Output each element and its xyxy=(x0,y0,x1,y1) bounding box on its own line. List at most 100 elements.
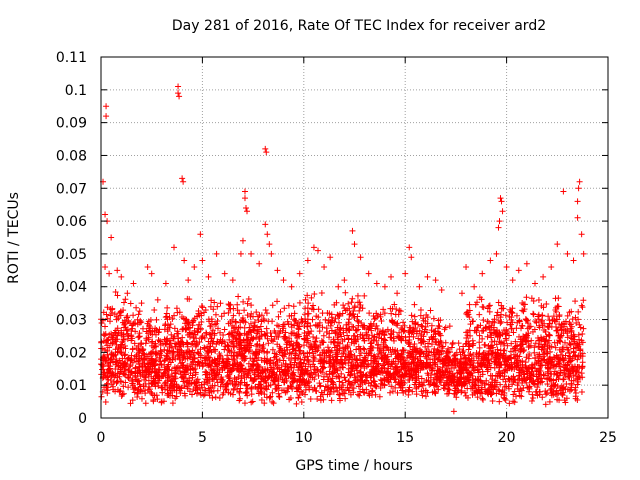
data-point xyxy=(290,303,297,310)
data-point xyxy=(110,386,117,393)
data-point xyxy=(136,378,143,385)
data-point xyxy=(164,347,171,354)
data-point xyxy=(129,359,136,366)
data-point xyxy=(151,327,158,334)
data-point xyxy=(181,368,188,375)
data-point xyxy=(146,322,153,329)
data-point xyxy=(179,175,186,182)
data-point xyxy=(539,312,546,319)
data-point xyxy=(221,339,228,346)
data-point xyxy=(319,339,326,346)
data-point xyxy=(244,300,251,307)
data-point xyxy=(511,399,518,406)
data-point xyxy=(178,384,185,391)
data-point xyxy=(241,374,248,381)
y-tick-label: 0.11 xyxy=(56,50,87,66)
data-point xyxy=(281,333,288,340)
data-point xyxy=(158,362,165,369)
data-point xyxy=(248,302,255,309)
y-tick-label: 0 xyxy=(78,411,87,427)
data-point xyxy=(237,395,244,402)
data-point xyxy=(230,343,237,350)
data-point xyxy=(102,330,109,337)
x-tick-labels: 0 5 10 15 20 25 xyxy=(97,430,617,446)
data-point xyxy=(209,327,216,334)
data-point xyxy=(128,322,135,329)
data-point xyxy=(150,344,157,351)
data-point xyxy=(106,359,113,366)
data-point xyxy=(141,351,148,358)
data-point xyxy=(564,250,571,257)
data-point xyxy=(128,378,135,385)
data-point xyxy=(140,325,147,332)
data-point xyxy=(217,352,224,359)
data-point xyxy=(220,381,227,388)
data-point xyxy=(160,370,167,377)
data-point xyxy=(123,314,130,321)
data-point xyxy=(489,397,496,404)
x-tick-label: 5 xyxy=(198,430,207,446)
data-point xyxy=(190,366,197,373)
data-point xyxy=(296,351,303,358)
data-point xyxy=(495,224,502,231)
data-point xyxy=(110,371,117,378)
data-point xyxy=(314,396,321,403)
data-point xyxy=(130,280,137,287)
data-point xyxy=(312,387,319,394)
data-point xyxy=(315,306,322,313)
data-point xyxy=(122,296,129,303)
data-point xyxy=(108,309,115,316)
data-point xyxy=(148,339,155,346)
data-point xyxy=(231,349,238,356)
data-point xyxy=(237,338,244,345)
data-point xyxy=(442,339,449,346)
x-tick-label: 10 xyxy=(295,430,313,446)
data-point xyxy=(210,387,217,394)
data-point xyxy=(198,303,205,310)
data-point xyxy=(145,361,152,368)
data-point xyxy=(122,345,129,352)
data-point xyxy=(134,394,141,401)
data-point xyxy=(164,304,171,311)
data-point xyxy=(232,329,239,336)
data-point xyxy=(279,376,286,383)
data-point xyxy=(274,267,281,274)
data-point xyxy=(305,310,312,317)
data-point xyxy=(162,322,169,329)
data-point xyxy=(277,308,284,315)
data-point xyxy=(131,340,138,347)
data-point xyxy=(245,336,252,343)
data-point xyxy=(419,392,426,399)
data-point xyxy=(318,290,325,297)
data-point xyxy=(149,366,156,373)
data-point xyxy=(169,356,176,363)
data-point xyxy=(225,347,232,354)
data-point xyxy=(117,309,124,316)
data-point xyxy=(263,325,270,332)
data-point xyxy=(103,103,110,110)
data-point xyxy=(225,373,232,380)
data-point xyxy=(115,345,122,352)
data-point xyxy=(208,330,215,337)
y-tick-label: 0.02 xyxy=(56,345,87,361)
data-point xyxy=(579,364,586,371)
data-point xyxy=(108,356,115,363)
data-point xyxy=(281,353,287,360)
data-point xyxy=(304,257,311,264)
data-point xyxy=(181,257,188,264)
data-point xyxy=(241,195,248,202)
data-point xyxy=(135,357,142,364)
data-point xyxy=(241,357,248,364)
data-points xyxy=(98,83,587,415)
data-point xyxy=(121,352,128,359)
data-point xyxy=(197,389,204,396)
data-point xyxy=(502,312,509,319)
data-point xyxy=(125,318,132,325)
data-point xyxy=(211,376,218,383)
data-point xyxy=(262,145,269,152)
data-point xyxy=(540,273,547,280)
data-point xyxy=(228,347,235,354)
data-point xyxy=(242,339,249,346)
data-point xyxy=(224,380,231,387)
data-point xyxy=(106,318,113,325)
